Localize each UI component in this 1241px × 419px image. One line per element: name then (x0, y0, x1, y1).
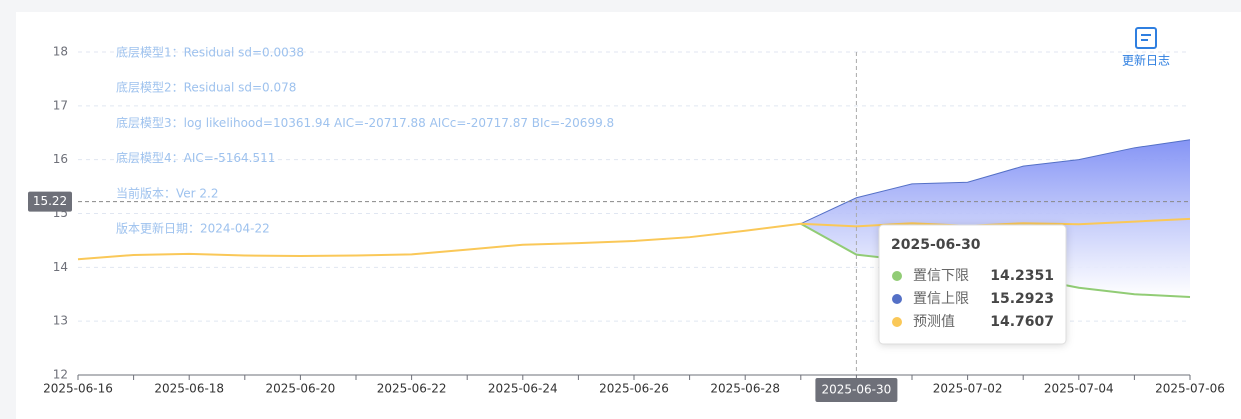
tooltip-value: 14.7607 (990, 314, 1054, 330)
y-tick-label: 16 (53, 152, 68, 166)
tooltip-box (878, 224, 1067, 345)
tooltip-dot (892, 317, 902, 327)
x-tick-label: 2025-06-24 (488, 382, 558, 396)
y-tick-label: 18 (53, 45, 68, 59)
annotation: 当前版本：Ver 2.2 (116, 185, 219, 200)
x-tick-label: 2025-07-06 (1155, 382, 1225, 396)
y-tick-label: 13 (53, 314, 68, 328)
annotation: 底层模型2：Residual sd=0.078 (116, 80, 296, 95)
crosshair-y-label: 15.22 (33, 194, 67, 208)
crosshair-y-box (28, 191, 72, 212)
x-tick-label: 2025-06-22 (377, 382, 447, 396)
tooltip: 2025-06-30 置信下限 14.2351 置信上限 15.2923 预测值 14.76… (878, 224, 1067, 345)
x-tick-label: 2025-07-02 (933, 382, 1003, 396)
x-tick-label: 2025-07-04 (1044, 382, 1114, 396)
annotation: 版本更新日期：2024-04-22 (116, 221, 270, 236)
series-line (800, 139, 1191, 225)
tooltip-dot (892, 271, 902, 281)
tooltip-value: 15.2923 (990, 291, 1054, 307)
x-tick-label: 2025-06-20 (266, 382, 336, 396)
button-label[interactable]: 更新日志 (1122, 53, 1170, 68)
tooltip-value: 14.2351 (990, 268, 1054, 284)
x-tick-label: 2025-06-18 (154, 382, 224, 396)
annotation: 底层模型1：Residual sd=0.0038 (116, 45, 304, 60)
annotation: 底层模型3：log likelihood=10361.94 AIC=-20717… (116, 115, 614, 130)
tooltip-name: 置信下限 (913, 268, 969, 284)
annotation: 底层模型4：AIC=-5164.511 (116, 150, 275, 165)
tooltip-title: 2025-06-30 (891, 237, 981, 253)
x-tick-label: 2025-06-16 (43, 382, 113, 396)
y-tick-label: 12 (53, 368, 68, 382)
y-tick-label: 14 (53, 260, 68, 274)
series-line (77, 217, 1191, 261)
x-tick-label: 2025-06-28 (710, 382, 780, 396)
update-log-button[interactable]: 更新日志 (1122, 27, 1170, 68)
crosshair-x-box (815, 378, 898, 402)
x-tick-label: 2025-06-26 (599, 382, 669, 396)
icon (1135, 27, 1157, 49)
tooltip-name: 置信上限 (913, 291, 969, 307)
tooltip-dot (892, 294, 902, 304)
tooltip-name: 预测值 (913, 314, 955, 330)
crosshair-x-label: 2025-06-30 (822, 383, 892, 397)
y-tick-label: 17 (53, 98, 68, 112)
